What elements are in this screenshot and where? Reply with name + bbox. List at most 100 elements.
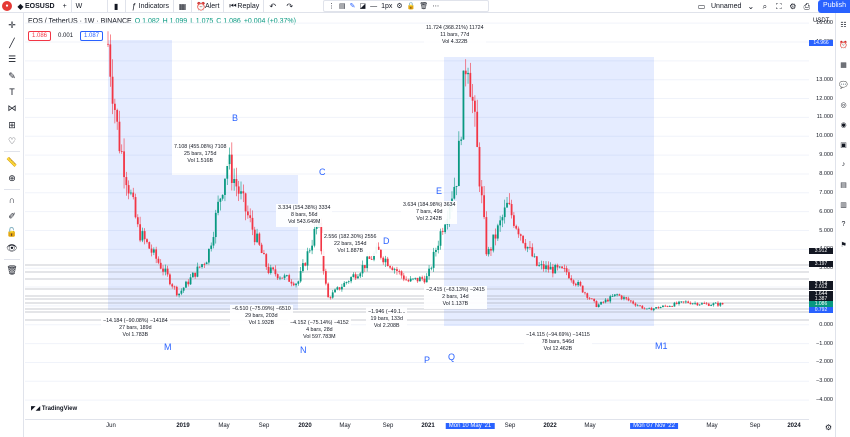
candle-body	[169, 274, 171, 285]
user-avatar[interactable]: ●	[2, 1, 12, 11]
redo-button[interactable]: ↷	[281, 0, 298, 13]
wave-label[interactable]: B	[232, 113, 239, 123]
search-icon[interactable]: ⌕	[762, 1, 768, 11]
calendar-icon[interactable]: ▣	[840, 142, 847, 149]
measurement-label[interactable]: −6.510 (−75.09%) −6510 29 bars, 203d Vol 1…	[230, 305, 293, 328]
magnet-icon[interactable]: ∩	[8, 195, 16, 205]
measurement-label[interactable]: 3.634 (184.98%) 3634 7 bars, 49d Vol 2.242…	[401, 201, 458, 224]
measurement-label[interactable]: 11.724 (368.21%) 11724 11 bars, 77d Vol 4.…	[424, 24, 486, 47]
candle-body	[240, 191, 242, 194]
price-axis[interactable]: 16.00015.00013.00012.00011.00010.0009.00…	[809, 13, 835, 419]
buy-button[interactable]: 1.087	[80, 31, 104, 41]
add-symbol-button[interactable]: +	[59, 0, 72, 13]
wave-label[interactable]: D	[383, 236, 390, 246]
line-width-label[interactable]: 1px	[381, 2, 393, 10]
text-icon[interactable]: T	[9, 87, 15, 97]
alert-button[interactable]: ⏰ Alert	[192, 0, 225, 13]
candle-body	[425, 276, 428, 283]
candle-body	[295, 283, 297, 286]
lock-icon[interactable]: 🔒	[406, 3, 416, 10]
replay-button[interactable]: ⏮ Replay	[224, 0, 265, 13]
trash-icon[interactable]: 🗑	[6, 265, 18, 275]
dom-icon[interactable]: ▥	[840, 202, 847, 209]
templates-button[interactable]: ▦	[174, 0, 193, 13]
fullscreen-icon[interactable]: ⛶	[776, 1, 782, 11]
hotlist-icon[interactable]: ⚑	[840, 242, 847, 249]
help-icon[interactable]: ?	[841, 221, 846, 228]
chart-canvas[interactable]	[25, 13, 809, 419]
watchlist-icon[interactable]: ☷	[840, 22, 847, 29]
chart-type-button[interactable]: ▮	[108, 0, 126, 13]
measurement-label[interactable]: 2.556 (182.30%) 2556 22 bars, 154d Vol 1.8…	[322, 233, 379, 256]
widget-bar: ☷ ⏰ ▦ 💬 ◎ ◉ ▣ ♪ ▤ ▥ ? ⚑	[835, 13, 850, 437]
settings-icon[interactable]: ⚙	[396, 3, 403, 10]
wave-label[interactable]: P	[424, 355, 431, 365]
time-axis[interactable]: Jun 2019 May Sep 2020 May Sep 2021 Mon 10 May '2…	[25, 419, 809, 437]
wave-label[interactable]: M	[164, 342, 172, 352]
candle-body	[400, 271, 403, 276]
measurement-label[interactable]: −14.184 (−90.08%) −14184 27 bars, 189d Vol…	[101, 317, 170, 340]
wave-label[interactable]: C	[319, 167, 326, 177]
hide-drawings-icon[interactable]: 👁	[6, 243, 18, 253]
trash-icon[interactable]: 🗑	[419, 3, 429, 10]
drag-handle-icon[interactable]: ⋮	[328, 3, 335, 10]
stay-drawing-icon[interactable]: ✐	[8, 211, 16, 221]
measurement-label[interactable]: −4.152 (−75.14%) −4152 4 bars, 28d Vol 597…	[288, 319, 351, 342]
measure-tools-icon[interactable]: ⊞	[8, 120, 16, 130]
chart-settings-icon[interactable]: ⚙	[824, 423, 832, 432]
streams-icon[interactable]: ◉	[840, 122, 847, 129]
measurement-line: Vol 597.783M	[303, 334, 336, 340]
currency-label[interactable]: USDT	[813, 18, 830, 24]
settings-icon[interactable]: ⚙	[789, 2, 797, 11]
horizontal-lines-icon[interactable]: ☰	[7, 54, 17, 64]
measurement-label[interactable]: −14.115 (−94.69%) −14115 78 bars, 546d Vol…	[524, 331, 592, 354]
candle-body	[531, 247, 534, 257]
pattern-icon[interactable]: ⋈	[7, 103, 17, 113]
wave-label[interactable]: M1	[655, 341, 668, 351]
zoom-in-icon[interactable]: ⊕	[8, 173, 16, 183]
alerts-icon[interactable]: ⏰	[839, 42, 848, 49]
undo-button[interactable]: ↶	[264, 0, 281, 13]
crosshair-icon[interactable]: ✛	[8, 20, 16, 30]
layout-name[interactable]: Unnamed	[711, 3, 742, 10]
drawing-toolbar: ✛ ╱ ☰ ✎ T ⋈ ⊞ ♡ 📏 ⊕ ∩ ✐ 🔓 👁 🗑	[0, 13, 24, 437]
lock-drawings-icon[interactable]: 🔓	[6, 227, 18, 237]
measurement-label[interactable]: 7.108 (455.08%) 7108 25 bars, 175d Vol 1.5…	[172, 143, 229, 166]
measurement-label[interactable]: −1.946 (−49.1... 19 bars, 133d Vol 2.208B	[366, 308, 408, 331]
interval-button[interactable]: W	[72, 0, 108, 13]
chat-icon[interactable]: 💬	[839, 82, 848, 89]
measurement-line: −1.946 (−49.1...	[368, 309, 406, 315]
trendline-icon[interactable]: ╱	[9, 38, 15, 48]
pen-icon[interactable]: ✎	[8, 71, 16, 81]
candle-body	[696, 302, 699, 306]
price-chart[interactable]	[25, 13, 809, 419]
more-icon[interactable]: ⋯	[432, 3, 440, 10]
candle-body	[623, 297, 625, 299]
ideas-icon[interactable]: ◎	[840, 102, 847, 109]
camera-icon[interactable]: ⎙	[803, 1, 811, 11]
measurement-label[interactable]: 3.334 (154.38%) 3334 8 bars, 56d Vol 543.6…	[276, 204, 333, 227]
sell-button[interactable]: 1.086	[28, 31, 52, 41]
measurement-label[interactable]: −2.415 (−63.13%) −2415 2 bars, 14d Vol 1.1…	[424, 286, 487, 309]
ruler-icon[interactable]: 📏	[6, 157, 18, 167]
notifications-icon[interactable]: ♪	[841, 161, 846, 168]
indicators-button[interactable]: ƒ Indicators	[126, 0, 175, 13]
layout-icon[interactable]: ▭	[697, 2, 706, 11]
line-style-icon[interactable]: —	[370, 2, 378, 10]
order-panel-icon[interactable]: ▤	[840, 182, 847, 189]
fill-color-icon[interactable]: ◪	[359, 3, 367, 10]
chevron-down-icon[interactable]: ⌄	[747, 2, 755, 11]
wave-label[interactable]: E	[436, 186, 443, 196]
heart-icon[interactable]: ♡	[7, 136, 17, 146]
publish-button[interactable]: Publish	[818, 0, 850, 13]
candle-body	[435, 249, 437, 252]
tradingview-logo[interactable]: ◤◢ TradingView	[31, 406, 78, 412]
wave-label[interactable]: Q	[448, 352, 456, 362]
legend-title[interactable]: EOS / TetherUS · 1W · BINANCE	[28, 18, 132, 25]
template-icon[interactable]: ▤	[339, 3, 346, 10]
line-color-icon[interactable]: ✎	[349, 3, 356, 10]
data-window-icon[interactable]: ▦	[840, 62, 847, 69]
wave-label[interactable]: N	[300, 345, 307, 355]
symbol-search[interactable]: ◆ EOSUSD	[12, 0, 59, 13]
candle-body	[178, 293, 180, 296]
